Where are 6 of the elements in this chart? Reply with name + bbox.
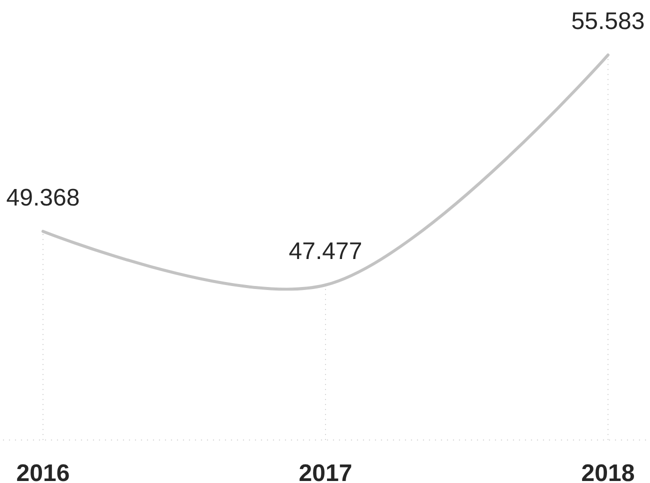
data-label: 49.368 (6, 184, 80, 212)
data-label: 55.583 (571, 8, 645, 35)
data-label: 47.477 (288, 238, 362, 265)
x-tick-label: 2016 (16, 460, 70, 483)
x-tick-label: 2017 (298, 460, 352, 483)
x-tick-label: 2018 (581, 460, 635, 483)
